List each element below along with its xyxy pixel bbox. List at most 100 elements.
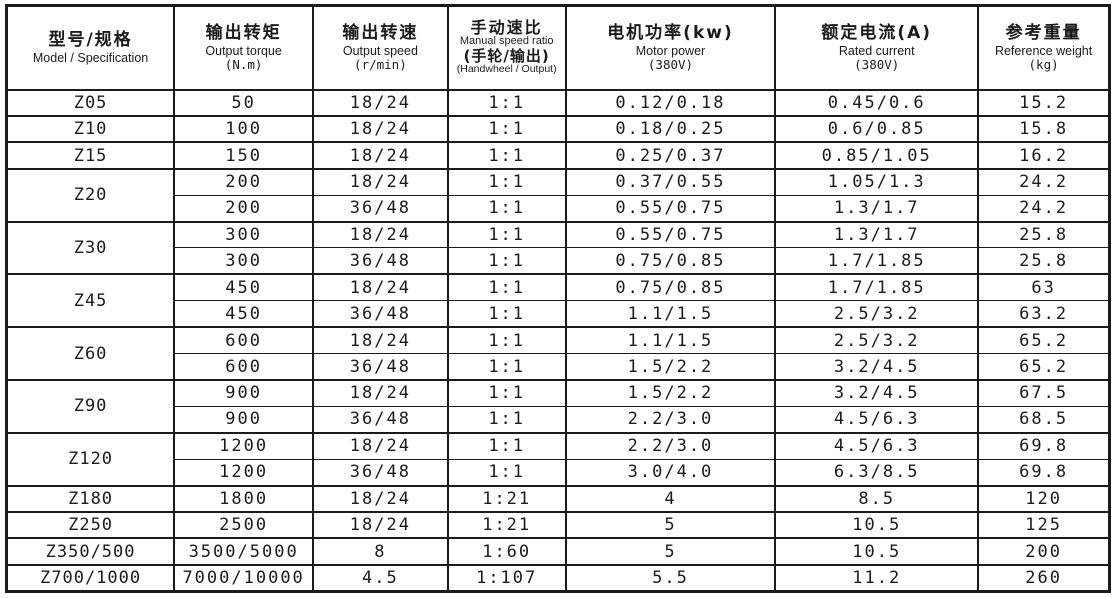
cell-current: 1.7/1.85 xyxy=(774,247,980,275)
table-row: Z60 600 18/24 1:1 1.1/1.5 2.5/3.2 65.2 xyxy=(5,326,1111,381)
cell-current: 4.5/6.3 xyxy=(774,431,980,460)
cell-torque: 7000/10000 xyxy=(173,563,315,592)
cell-weight: 67.5 xyxy=(977,378,1111,407)
cell-power: 3.0/4.0 xyxy=(564,458,777,487)
cell-model: Z120 xyxy=(5,431,176,487)
cell-power: 4 xyxy=(564,484,777,513)
cell-model: Z350/500 xyxy=(5,537,176,566)
table-row: Z15 150 18/24 1:1 0.25/0.37 0.85/1.05 16.2 xyxy=(5,141,1111,170)
cell-current: 10.5 xyxy=(774,537,980,566)
col-header-ratio-zh2: (手轮/输出) xyxy=(463,46,550,65)
col-header-current-en: Rated current xyxy=(838,43,915,58)
cell-model: Z60 xyxy=(5,326,176,381)
cell-power: 1.5/2.2 xyxy=(564,353,777,381)
col-header-power: 电机功率(kw) Motor power (380V) xyxy=(564,4,777,91)
cell-ratio: 1:1 xyxy=(446,431,567,460)
table-row: Z05 50 18/24 1:1 0.12/0.18 0.45/0.6 15.2 xyxy=(5,88,1111,117)
cell-weight: 260 xyxy=(977,563,1111,592)
cell-weight: 200 xyxy=(977,537,1111,566)
cell-weight: 63.2 xyxy=(977,300,1111,328)
col-header-power-en: Motor power xyxy=(635,43,706,58)
cell-torque: 200 xyxy=(173,167,315,196)
cell-speed: 4.5 xyxy=(312,563,449,592)
cell-torque: 200 xyxy=(173,194,315,223)
col-header-current-unit: (380V) xyxy=(854,56,900,72)
cell-speed: 18/24 xyxy=(312,510,449,539)
cell-power: 5 xyxy=(564,510,777,539)
cell-speed: 8 xyxy=(312,537,449,566)
cell-torque: 2500 xyxy=(173,510,315,539)
table-row: Z250 2500 18/24 1:21 5 10.5 125 xyxy=(5,510,1111,539)
cell-weight: 25.8 xyxy=(977,247,1111,275)
cell-current: 2.5/3.2 xyxy=(774,300,980,328)
cell-model: Z05 xyxy=(5,88,176,117)
col-header-current-zh: 额定电流(A) xyxy=(821,23,933,44)
cell-current: 1.05/1.3 xyxy=(774,167,980,196)
col-header-weight-unit: (kg) xyxy=(1028,56,1059,72)
cell-current: 1.3/1.7 xyxy=(774,194,980,223)
col-header-ratio-en2: (Handwheel / Output) xyxy=(456,63,557,76)
table-row: Z90 900 18/24 1:1 1.5/2.2 3.2/4.5 67.5 xyxy=(5,378,1111,434)
cell-power: 0.25/0.37 xyxy=(564,141,777,170)
gearbox-spec-table: 型号/规格 Model / Specification 输出转矩 Output … xyxy=(5,4,1111,593)
cell-current: 10.5 xyxy=(774,510,980,539)
cell-ratio: 1:107 xyxy=(446,563,567,592)
col-header-torque-zh: 输出转矩 xyxy=(205,23,282,44)
cell-ratio: 1:1 xyxy=(446,88,567,117)
cell-ratio: 1:1 xyxy=(446,405,567,434)
cell-torque: 150 xyxy=(173,141,315,170)
cell-current: 6.3/8.5 xyxy=(774,458,980,487)
cell-current: 0.85/1.05 xyxy=(774,141,980,170)
cell-power: 1.1/1.5 xyxy=(564,300,777,328)
table-row: Z10 100 18/24 1:1 0.18/0.25 0.6/0.85 15.8 xyxy=(5,114,1111,143)
cell-ratio: 1:1 xyxy=(446,300,567,328)
cell-model: Z180 xyxy=(5,484,176,513)
cell-power: 2.2/3.0 xyxy=(564,405,777,434)
cell-model: Z700/1000 xyxy=(5,563,176,592)
cell-power: 0.55/0.75 xyxy=(564,194,777,223)
cell-current: 3.2/4.5 xyxy=(774,378,980,407)
header-row: 型号/规格 Model / Specification 输出转矩 Output … xyxy=(5,4,1111,91)
table-row: 900 36/48 1:1 2.2/3.0 4.5/6.3 68.5 xyxy=(7,405,1111,434)
col-header-power-zh: 电机功率(kw) xyxy=(607,23,734,44)
table-row: Z350/500 3500/5000 8 1:60 5 10.5 200 xyxy=(5,537,1111,566)
cell-ratio: 1:1 xyxy=(446,458,567,487)
table-row: Z30 300 18/24 1:1 0.55/0.75 1.3/1.7 25.8 xyxy=(5,220,1111,275)
cell-weight: 15.2 xyxy=(977,88,1111,117)
cell-ratio: 1:1 xyxy=(446,273,567,302)
cell-torque: 100 xyxy=(173,114,315,143)
cell-model: Z20 xyxy=(5,167,176,223)
col-header-weight-en: Reference weight xyxy=(994,43,1093,58)
cell-speed: 18/24 xyxy=(312,378,449,407)
cell-model: Z90 xyxy=(5,378,176,434)
cell-ratio: 1:1 xyxy=(446,114,567,143)
cell-speed: 36/48 xyxy=(312,247,449,275)
col-header-ratio-en: Manual speed ratio xyxy=(459,35,554,48)
cell-speed: 18/24 xyxy=(312,114,449,143)
table-row: Z700/1000 7000/10000 4.5 1:107 5.5 11.2 260 xyxy=(5,563,1111,592)
cell-torque: 300 xyxy=(173,220,315,249)
cell-current: 8.5 xyxy=(774,484,980,513)
col-header-ratio: 手动速比 Manual speed ratio (手轮/输出) (Handwhe… xyxy=(446,4,567,91)
cell-power: 5.5 xyxy=(564,563,777,592)
cell-current: 4.5/6.3 xyxy=(774,405,980,434)
cell-speed: 18/24 xyxy=(312,431,449,460)
cell-current: 1.3/1.7 xyxy=(774,220,980,249)
col-header-speed-zh: 输出转速 xyxy=(342,23,419,44)
cell-weight: 65.2 xyxy=(977,326,1111,355)
table-header: 型号/规格 Model / Specification 输出转矩 Output … xyxy=(5,4,1111,91)
cell-model: Z10 xyxy=(5,114,176,143)
cell-ratio: 1:1 xyxy=(446,378,567,407)
cell-weight: 15.8 xyxy=(977,114,1111,143)
cell-torque: 1200 xyxy=(173,431,315,460)
col-header-weight-zh: 参考重量 xyxy=(1005,23,1082,44)
cell-weight: 68.5 xyxy=(977,405,1111,434)
cell-speed: 36/48 xyxy=(312,405,449,434)
cell-speed: 36/48 xyxy=(312,194,449,223)
cell-current: 3.2/4.5 xyxy=(774,353,980,381)
cell-ratio: 1:1 xyxy=(446,194,567,223)
cell-speed: 18/24 xyxy=(312,88,449,117)
cell-torque: 900 xyxy=(173,405,315,434)
cell-speed: 18/24 xyxy=(312,273,449,302)
cell-power: 0.75/0.85 xyxy=(564,247,777,275)
